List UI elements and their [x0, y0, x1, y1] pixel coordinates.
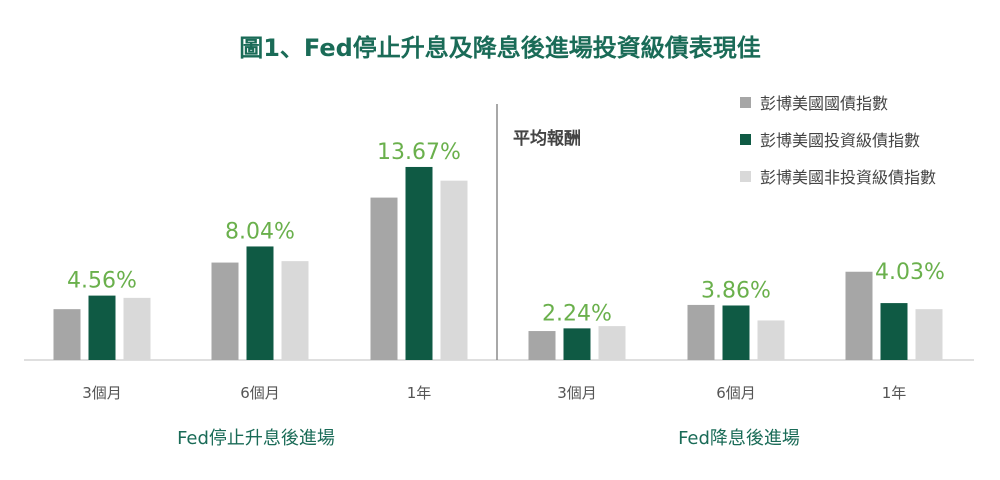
bar-hy-3 — [440, 180, 468, 360]
bar-ig-6 — [880, 303, 908, 360]
value-label-5: 3.86% — [701, 278, 771, 303]
value-label-2: 8.04% — [225, 219, 295, 244]
bar-ig-5 — [722, 305, 750, 360]
value-label-4: 2.24% — [542, 301, 612, 326]
legend-swatch-ig — [740, 133, 751, 145]
tick-label-5: 6個月 — [716, 384, 756, 402]
group-label-pause: Fed停止升息後進場 — [177, 428, 335, 449]
bar-hy-2 — [281, 261, 309, 360]
panel-label: 平均報酬 — [513, 129, 581, 149]
tick-label-4: 3個月 — [557, 384, 597, 402]
value-label-3: 13.67% — [377, 140, 461, 165]
group-label-cut: Fed降息後進場 — [678, 428, 800, 449]
bar-ig-2 — [246, 246, 274, 360]
legend-item-gov: 彭博美國國債指數 — [740, 92, 936, 113]
bar-ig-1 — [88, 295, 116, 360]
legend-swatch-gov — [740, 96, 751, 108]
tick-label-3: 1年 — [407, 384, 432, 402]
legend-label-ig: 彭博美國投資級債指數 — [760, 131, 921, 150]
chart-title: 圖1、Fed停止升息及降息後進場投資級債表現佳 — [239, 34, 761, 62]
bar-gov-4 — [528, 331, 556, 360]
legend-label-gov: 彭博美國國債指數 — [760, 94, 889, 113]
legend-swatch-hy — [740, 170, 751, 182]
bar-gov-1 — [53, 309, 81, 360]
tick-label-1: 3個月 — [82, 384, 122, 402]
bar-hy-1 — [123, 297, 151, 360]
bar-hy-4 — [598, 326, 626, 360]
bar-gov-2 — [211, 262, 239, 360]
legend-label-hy: 彭博美國非投資級債指數 — [760, 168, 937, 187]
tick-label-2: 6個月 — [240, 384, 280, 402]
legend: 彭博美國國債指數 彭博美國投資級債指數 彭博美國非投資級債指數 — [740, 92, 936, 203]
value-label-1: 4.56% — [67, 269, 137, 294]
bar-gov-3 — [370, 197, 398, 360]
legend-item-ig: 彭博美國投資級債指數 — [740, 129, 936, 150]
legend-item-hy: 彭博美國非投資級債指數 — [740, 166, 937, 187]
tick-label-6: 1年 — [882, 384, 907, 402]
value-label-6: 4.03% — [875, 260, 945, 285]
bar-gov-5 — [687, 304, 715, 360]
bar-ig-3 — [405, 166, 433, 360]
bar-gov-6 — [845, 271, 873, 360]
bar-hy-5 — [757, 320, 785, 360]
bar-ig-4 — [563, 328, 591, 360]
bar-hy-6 — [915, 309, 943, 360]
